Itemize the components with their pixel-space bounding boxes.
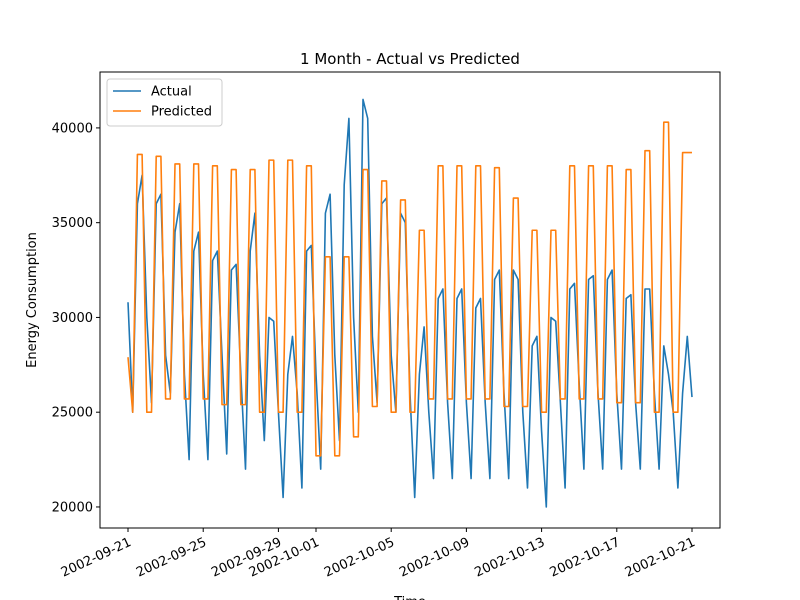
x-tick-label: 2002-10-21 (623, 535, 698, 581)
plot-frame (99, 71, 721, 529)
x-tick-label: 2002-09-21 (59, 535, 134, 581)
y-tick-label: 30000 (52, 311, 93, 326)
legend-label: Actual (151, 85, 192, 100)
y-tick-label: 40000 (52, 121, 93, 136)
x-tick-label: 2002-10-05 (322, 535, 397, 581)
y-tick-label: 25000 (52, 406, 93, 421)
chart-title: 1 Month - Actual vs Predicted (300, 50, 520, 68)
series-line (127, 121, 692, 457)
x-tick-label: 2002-10-09 (397, 535, 472, 581)
series-line (127, 98, 693, 508)
legend-label: Predicted (151, 105, 212, 120)
x-tick-label: 2002-10-17 (548, 535, 623, 581)
x-tick-label: 2002-09-25 (134, 535, 209, 581)
y-axis-label: Energy Consumption (25, 232, 40, 368)
x-axis-label: Time (393, 595, 426, 600)
y-tick-label: 35000 (52, 216, 93, 231)
x-tick-label: 2002-10-13 (472, 535, 547, 581)
y-tick-label: 20000 (52, 500, 93, 515)
